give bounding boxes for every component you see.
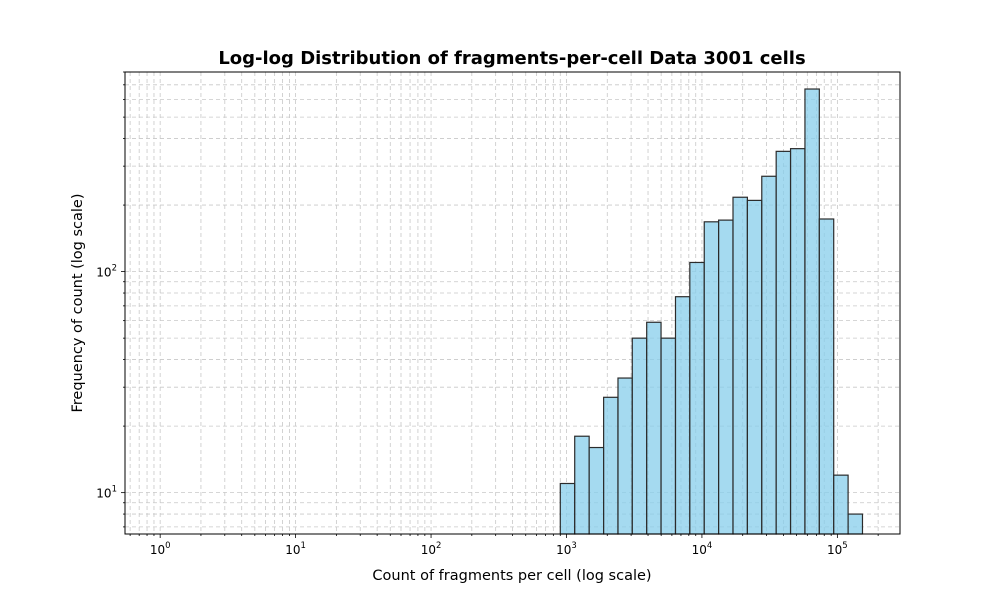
histogram-bar [559,482,576,535]
histogram-bar [775,150,792,535]
histogram-bar [732,196,748,535]
histogram-bar [588,446,605,535]
histogram-bar [603,396,619,535]
x-tick-label: 103 [556,541,577,557]
histogram-bar [674,296,691,535]
x-tick-label: 102 [421,541,442,557]
x-tick-label: 104 [692,541,713,557]
histogram-bar [789,148,806,535]
y-tick-label: 101 [96,485,117,501]
histogram-bars [559,88,864,535]
histogram-bar [833,474,849,535]
axis-ticks [121,71,879,538]
y-tick-label: 102 [96,264,117,280]
histogram-bar [703,221,720,535]
chart-title: Log-log Distribution of fragments-per-ce… [218,48,805,69]
x-axis-label: Count of fragments per cell (log scale) [372,568,651,584]
x-tick-label: 101 [285,541,306,557]
histogram-bar [804,88,820,535]
histogram-bar [718,219,734,535]
histogram-bar [631,337,648,535]
y-axis-label: Frequency of count (log scale) [70,193,86,412]
histogram-bar [746,199,763,535]
histogram-bar [617,377,633,535]
x-tick-label: 105 [827,541,848,557]
histogram-bar [761,175,777,535]
x-tick-label: 100 [150,541,171,557]
x-tick-labels: 100 101 102 103 104 105 [150,541,848,557]
histogram-bar [818,218,835,535]
histogram-bar [574,435,590,535]
y-tick-labels: 101 102 [96,264,117,501]
histogram-bar [689,261,705,535]
histogram-bar [660,337,677,535]
histogram-bar [646,321,662,535]
histogram-bar [847,513,864,535]
